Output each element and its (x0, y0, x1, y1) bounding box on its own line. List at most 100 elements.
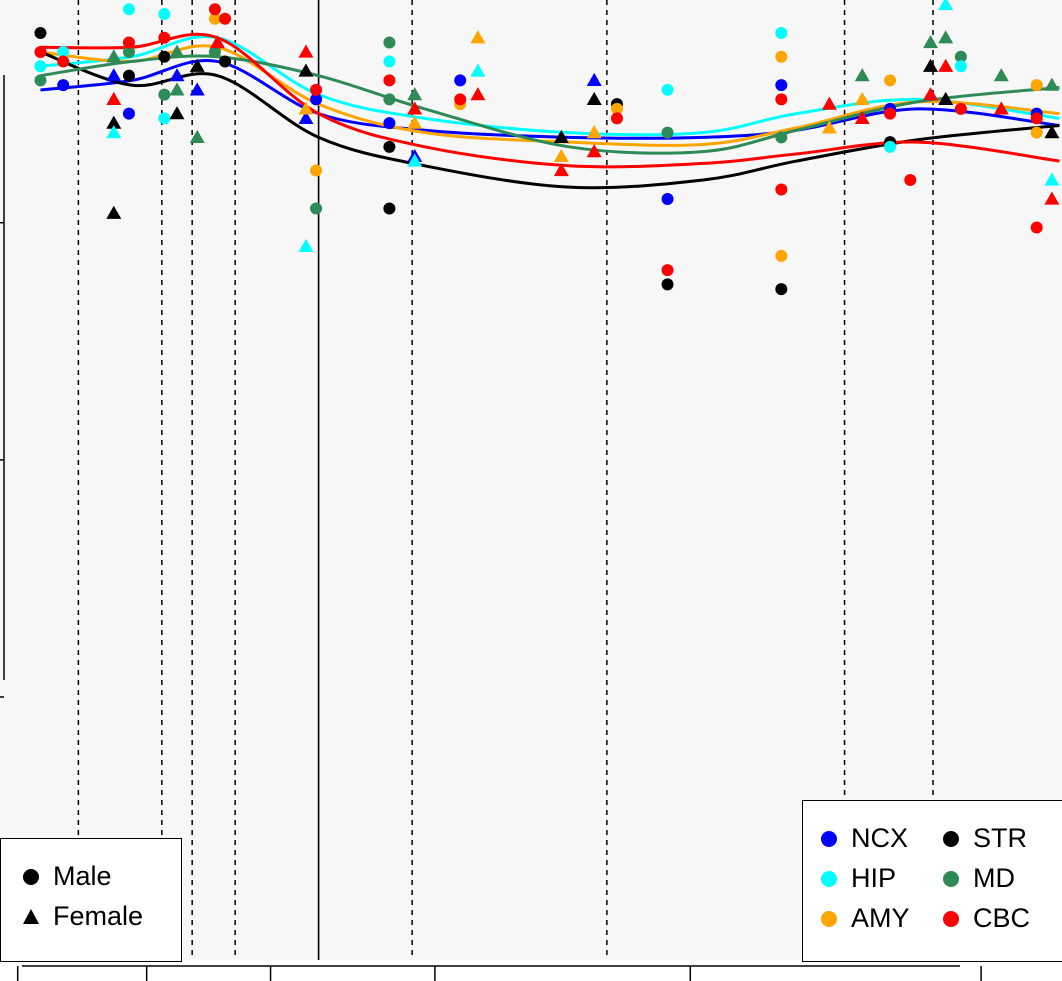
circle-icon (821, 830, 837, 847)
point-md-female (1044, 77, 1060, 91)
point-md-female (993, 68, 1009, 82)
legend-item-amy: AMY (821, 903, 910, 934)
point-cbc-male (1030, 112, 1043, 125)
legend-item-cbc: CBC (943, 903, 1030, 934)
point-cbc-female (586, 144, 602, 158)
point-cbc-female (298, 44, 314, 58)
point-hip-female (106, 125, 122, 139)
point-str-male (775, 283, 788, 296)
point-md-male (208, 45, 221, 58)
point-ncx-male (310, 93, 323, 106)
point-str-female (169, 106, 185, 120)
legend-item-hip: HIP (821, 863, 896, 894)
point-amy-female (854, 91, 870, 106)
circle-icon (821, 910, 837, 927)
point-md-female (407, 87, 423, 101)
point-md-male (310, 202, 323, 215)
point-hip-male (158, 8, 171, 21)
series-line-cbc (40, 32, 1060, 169)
point-hip-female (1044, 172, 1060, 186)
point-amy-male (1030, 79, 1043, 92)
point-ncx-female (586, 72, 602, 87)
legend-label-ncx: NCX (851, 823, 909, 853)
point-hip-male (122, 3, 135, 16)
point-cbc-male (1030, 221, 1043, 234)
point-hip-male (158, 112, 171, 125)
point-hip-male (884, 140, 897, 153)
point-ncx-male (661, 193, 674, 205)
point-md-male (122, 45, 135, 58)
point-md-female (854, 68, 870, 82)
point-str-female (938, 91, 954, 106)
circle-icon (943, 870, 959, 887)
point-hip-male (775, 27, 788, 39)
point-hip-female (407, 153, 423, 167)
legend-item-str: STR (943, 823, 1027, 854)
point-str-female (923, 58, 939, 72)
point-md-male (775, 131, 788, 144)
point-md-male (954, 50, 967, 63)
data-points (34, 0, 1060, 296)
point-ncx-male (122, 107, 135, 120)
point-cbc-male (904, 174, 917, 187)
legend-item-female: Female (23, 901, 143, 932)
point-cbc-female (106, 91, 122, 106)
legend-label-str: STR (973, 823, 1027, 853)
point-str-male (122, 69, 135, 82)
point-amy-female (298, 101, 314, 115)
point-cbc-male (610, 112, 623, 125)
point-amy-male (775, 249, 788, 262)
point-md-male (383, 93, 396, 106)
point-hip-male (383, 55, 396, 68)
point-ncx-female (189, 82, 205, 96)
legend-label-hip: HIP (851, 863, 897, 893)
point-str-female (1044, 125, 1060, 139)
point-ncx-female (169, 68, 185, 82)
point-amy-male (310, 164, 323, 177)
circle-icon (943, 910, 959, 927)
legend-label-amy: AMY (851, 903, 910, 933)
point-cbc-male (158, 31, 171, 44)
point-cbc-male (57, 55, 70, 68)
point-amy-male (208, 12, 221, 25)
point-str-male (34, 27, 47, 39)
point-str-female (553, 129, 569, 143)
point-str-female (106, 115, 122, 129)
point-cbc-male (775, 93, 788, 106)
point-str-male (219, 55, 232, 68)
point-amy-female (586, 125, 602, 139)
x-axis-ticks (16, 966, 982, 981)
point-amy-male (610, 102, 623, 115)
point-md-male (34, 74, 47, 87)
legend-item-ncx: NCX (821, 823, 908, 854)
legend-label-cbc: CBC (973, 903, 1031, 933)
point-cbc-female (993, 101, 1009, 115)
point-cbc-female (821, 96, 837, 110)
point-amy-male (884, 74, 897, 87)
point-md-female (169, 44, 185, 58)
point-hip-female (470, 63, 486, 77)
point-amy-female (407, 115, 423, 129)
point-cbc-male (884, 107, 897, 120)
triangle-icon (23, 909, 39, 924)
point-md-female (106, 49, 122, 63)
point-cbc-male (454, 93, 467, 106)
legend-label-md: MD (973, 863, 1015, 893)
legend-item-md: MD (943, 863, 1015, 894)
point-ncx-male (57, 79, 70, 92)
point-md-male (158, 88, 171, 101)
point-amy-male (775, 50, 788, 63)
point-str-female (298, 63, 314, 77)
point-md-female (938, 30, 954, 44)
point-hip-male (34, 60, 47, 73)
point-str-female (106, 205, 122, 219)
point-md-female (169, 82, 185, 96)
point-ncx-male (775, 79, 788, 92)
point-ncx-male (454, 74, 467, 87)
legend-label-male: Male (53, 861, 112, 891)
point-cbc-male (954, 102, 967, 115)
legend-region: NCX STR HIP MD AMY CBC (802, 800, 1062, 962)
legend-item-male: Male (23, 861, 112, 892)
point-cbc-female (407, 101, 423, 115)
point-hip-female (938, 0, 954, 11)
